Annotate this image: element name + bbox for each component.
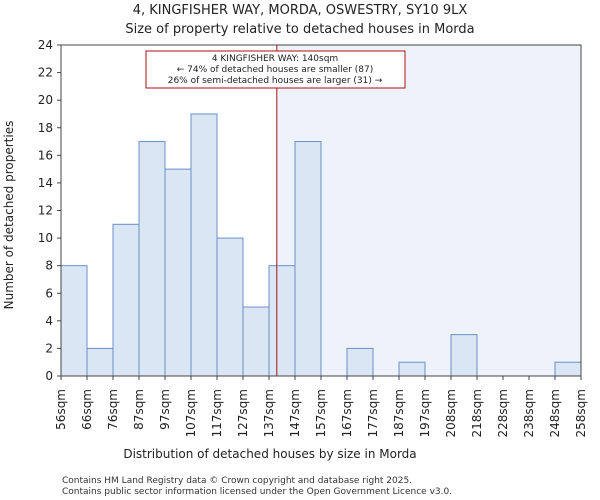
bar-66sqm — [86, 347, 114, 377]
bar-137sqm — [268, 265, 296, 377]
x-tick-label: 97sqm — [158, 389, 172, 430]
y-tick-label: 24 — [38, 38, 53, 52]
y-tick-label: 14 — [38, 176, 53, 190]
x-axis-label: Distribution of detached houses by size … — [123, 447, 416, 461]
bar-76sqm — [112, 223, 140, 377]
bar-147sqm — [294, 141, 322, 377]
x-tick-label: 56sqm — [54, 389, 68, 430]
x-tick-label: 228sqm — [496, 389, 510, 437]
chart-subtitle: Size of property relative to detached ho… — [125, 22, 474, 37]
bar-208sqm — [450, 334, 478, 377]
bar-167sqm — [346, 347, 374, 377]
x-tick-label: 208sqm — [444, 389, 458, 437]
bar-187sqm — [398, 361, 426, 377]
y-tick-label: 10 — [38, 231, 53, 245]
larger-region-highlight — [276, 45, 581, 376]
x-axis: 56sqm 66sqm 76sqm 87sqm 97sqm 107sqm 117sqm 127… — [54, 376, 588, 437]
y-tick-label: 12 — [38, 204, 53, 218]
footer-line-2: Contains public sector information licen… — [62, 487, 452, 497]
x-tick-label: 167sqm — [340, 389, 354, 437]
x-tick-label: 187sqm — [392, 389, 406, 437]
annotation-line-1: 4 KINGFISHER WAY: 140sqm — [212, 54, 338, 64]
y-tick-label: 4 — [45, 314, 53, 328]
annotation-line-2: ← 74% of detached houses are smaller (87… — [177, 65, 374, 75]
x-tick-label: 248sqm — [548, 389, 562, 437]
y-tick-label: 20 — [38, 93, 53, 107]
x-tick-label: 127sqm — [236, 389, 250, 437]
y-axis-label: Number of detached properties — [2, 121, 16, 310]
plot-frame — [60, 44, 582, 377]
y-tick-label: 18 — [38, 121, 53, 135]
chart-title: 4, KINGFISHER WAY, MORDA, OSWESTRY, SY10… — [133, 3, 468, 18]
bar-97sqm — [164, 168, 192, 377]
bar-56sqm — [60, 265, 88, 377]
annotation-line-3: 26% of semi-detached houses are larger (… — [168, 76, 383, 86]
bars-group — [60, 113, 582, 377]
bar-117sqm — [216, 237, 244, 377]
bar-107sqm — [190, 113, 218, 377]
bar-127sqm — [242, 306, 270, 377]
x-tick-label: 177sqm — [366, 389, 380, 437]
x-tick-label: 117sqm — [210, 389, 224, 437]
x-tick-label: 76sqm — [106, 389, 120, 430]
x-tick-label: 197sqm — [418, 389, 432, 437]
x-tick-label: 66sqm — [80, 389, 94, 430]
y-tick-label: 16 — [38, 148, 53, 162]
bar-248sqm — [554, 361, 582, 377]
x-tick-label: 147sqm — [288, 389, 302, 437]
x-tick-label: 137sqm — [262, 389, 276, 437]
footer-line-1: Contains HM Land Registry data © Crown c… — [62, 476, 412, 486]
y-tick-label: 6 — [45, 286, 53, 300]
bar-87sqm — [138, 141, 166, 377]
x-tick-label: 87sqm — [132, 389, 146, 430]
x-tick-label: 157sqm — [314, 389, 328, 437]
y-tick-label: 22 — [38, 66, 53, 80]
x-tick-label: 238sqm — [522, 389, 536, 437]
y-tick-label: 2 — [45, 341, 53, 355]
x-tick-label: 218sqm — [470, 389, 484, 437]
x-tick-label: 107sqm — [184, 389, 198, 437]
x-tick-label: 258sqm — [574, 389, 588, 437]
y-tick-label: 8 — [45, 259, 53, 273]
annotation-box: 4 KINGFISHER WAY: 140sqm ← 74% of detach… — [145, 50, 406, 89]
y-tick-label: 0 — [45, 369, 53, 383]
